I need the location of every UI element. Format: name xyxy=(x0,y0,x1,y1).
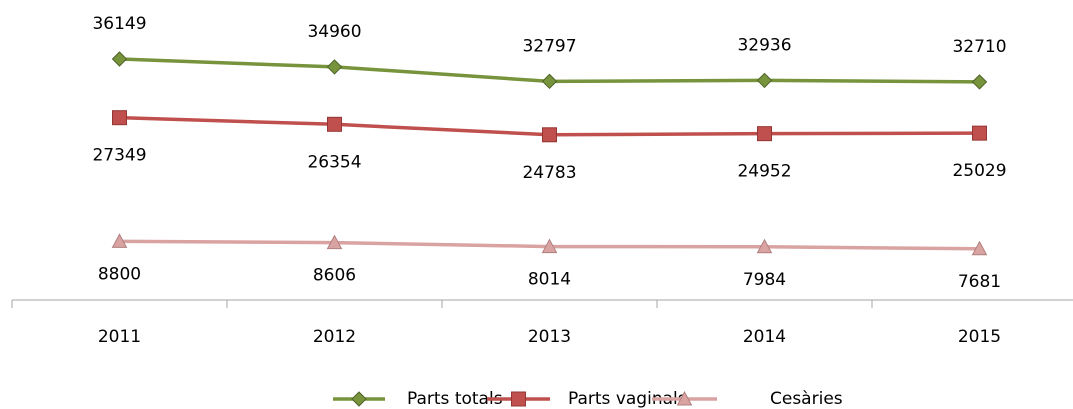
x-tick-label: 2011 xyxy=(98,327,141,347)
point xyxy=(756,238,773,254)
legend-marker xyxy=(676,390,693,406)
point xyxy=(112,110,127,126)
legend-label: Parts vaginals xyxy=(568,389,687,409)
data-label: 26354 xyxy=(307,152,361,172)
x-tick-label: 2014 xyxy=(743,327,786,347)
data-label: 24783 xyxy=(522,163,576,183)
point xyxy=(541,238,558,254)
point xyxy=(111,51,128,67)
point xyxy=(541,73,558,90)
data-label: 8800 xyxy=(98,264,141,284)
data-label: 27349 xyxy=(92,146,146,166)
point xyxy=(756,72,773,89)
legend-label: Cesàries xyxy=(770,389,843,409)
point xyxy=(326,59,343,75)
data-label: 34960 xyxy=(307,22,361,42)
x-tick-label: 2015 xyxy=(958,327,1001,347)
point xyxy=(757,126,772,142)
data-label: 32710 xyxy=(952,37,1006,57)
x-tick-label: 2013 xyxy=(528,327,571,347)
point xyxy=(326,234,343,250)
data-label: 32797 xyxy=(522,36,576,56)
data-label: 8606 xyxy=(313,266,356,286)
point xyxy=(972,125,987,141)
data-label: 32936 xyxy=(737,35,791,55)
legend-marker xyxy=(351,391,367,407)
data-label: 7984 xyxy=(743,270,786,290)
legend-marker xyxy=(511,391,526,407)
data-label: 24952 xyxy=(737,162,791,182)
data-label: 8014 xyxy=(528,270,571,290)
point xyxy=(971,74,988,90)
point xyxy=(542,127,557,143)
data-label: 36149 xyxy=(92,14,146,34)
point xyxy=(971,240,988,256)
point xyxy=(111,233,128,248)
data-label: 7681 xyxy=(958,272,1001,292)
x-tick-label: 2012 xyxy=(313,327,356,347)
point xyxy=(327,116,342,132)
legend-label: Parts totals xyxy=(407,389,503,409)
data-label: 25029 xyxy=(952,161,1006,181)
